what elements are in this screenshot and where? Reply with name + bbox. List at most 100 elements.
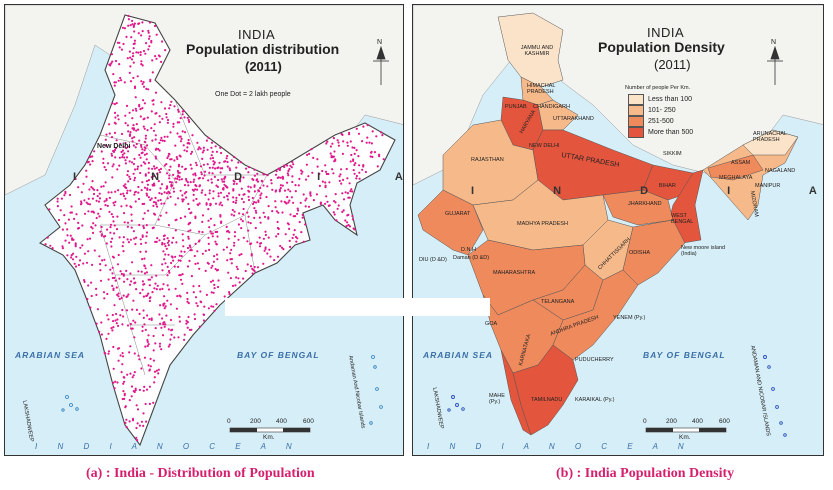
population-dot	[226, 198, 229, 201]
population-dot	[77, 226, 81, 230]
population-dot	[210, 181, 213, 184]
population-dot	[265, 195, 268, 199]
population-dot	[205, 293, 208, 296]
population-dot	[131, 308, 134, 311]
population-dot	[215, 253, 219, 256]
population-dot	[90, 186, 93, 189]
population-dot	[155, 157, 158, 160]
population-dot	[208, 171, 211, 174]
state-label-telangana: TELANGANA	[541, 299, 575, 305]
population-dot	[240, 253, 243, 256]
population-dot	[112, 345, 115, 349]
population-dot	[192, 180, 195, 183]
population-dot	[127, 14, 130, 18]
population-dot	[118, 277, 121, 280]
population-dot	[172, 187, 175, 190]
population-dot	[164, 262, 167, 265]
population-dot	[229, 252, 232, 255]
state-label-rajasthan: RAJASTHAN	[471, 157, 504, 163]
population-dot	[115, 102, 118, 105]
population-dot	[300, 231, 303, 234]
population-dot	[192, 285, 195, 288]
population-dot	[179, 140, 183, 143]
population-dot	[326, 140, 329, 143]
population-dot	[129, 177, 132, 181]
population-dot	[235, 265, 238, 268]
population-dot	[236, 268, 239, 271]
population-dot	[164, 49, 167, 52]
population-dot	[48, 208, 51, 211]
population-dot	[141, 82, 144, 86]
population-dot	[228, 291, 231, 294]
population-dot	[73, 217, 76, 220]
population-dot	[184, 215, 187, 218]
population-dot	[145, 192, 148, 195]
population-dot	[202, 319, 205, 322]
population-dot	[177, 108, 180, 111]
population-dot	[167, 269, 171, 273]
population-dot	[294, 215, 297, 218]
population-dot	[111, 329, 114, 332]
population-dot	[214, 202, 218, 205]
population-dot	[134, 96, 137, 99]
population-dot	[129, 322, 132, 326]
population-dot	[289, 213, 292, 216]
population-dot	[221, 204, 224, 207]
population-dot	[346, 214, 349, 217]
population-dot	[117, 292, 120, 295]
population-dot	[160, 192, 163, 195]
population-dot	[211, 156, 215, 160]
population-dot	[210, 266, 213, 269]
population-dot	[145, 152, 148, 155]
population-dot	[183, 333, 186, 336]
state-label-karaikal: KARAIKAL (Py.)	[575, 397, 615, 403]
population-dot	[121, 153, 124, 156]
population-dot	[103, 297, 106, 300]
population-dot	[178, 254, 181, 257]
population-dot	[122, 294, 125, 297]
population-dot	[253, 190, 256, 193]
population-dot	[140, 270, 143, 273]
population-dot	[140, 60, 143, 63]
population-dot	[324, 170, 328, 173]
population-dot	[196, 304, 199, 307]
population-dot	[354, 162, 357, 165]
population-dot	[207, 242, 210, 245]
population-dot	[294, 190, 297, 193]
population-dot	[251, 177, 254, 181]
population-dot	[193, 313, 196, 316]
population-dot	[121, 308, 124, 312]
population-dot	[149, 198, 152, 202]
legend-item-less-100: Less than 100	[628, 94, 692, 105]
population-dot	[212, 190, 215, 193]
population-dot	[262, 172, 265, 175]
population-dot	[152, 165, 156, 168]
population-dot	[91, 227, 94, 230]
population-dot	[247, 166, 251, 169]
population-dot	[173, 336, 176, 339]
map-b-title-year: (2011)	[654, 57, 691, 72]
population-dot	[329, 152, 332, 155]
population-dot	[152, 103, 155, 106]
population-dot	[241, 213, 245, 216]
population-dot	[378, 155, 381, 158]
state-label-wb: WEST BENGAL	[671, 213, 694, 225]
population-dot	[276, 176, 279, 179]
population-dot	[178, 175, 181, 179]
population-dot	[128, 133, 132, 136]
population-dot	[74, 265, 78, 268]
population-dot	[157, 372, 160, 375]
population-dot	[235, 199, 238, 202]
population-dot	[327, 204, 330, 207]
population-dot	[352, 159, 355, 162]
population-dot	[102, 157, 105, 160]
population-dot	[212, 163, 215, 166]
population-dot	[152, 359, 155, 362]
population-dot	[126, 225, 129, 228]
population-dot	[321, 180, 324, 183]
population-dot	[164, 305, 167, 308]
population-dot	[186, 181, 189, 184]
population-dot	[147, 167, 150, 170]
population-dot	[162, 250, 165, 253]
population-dot	[63, 214, 66, 217]
